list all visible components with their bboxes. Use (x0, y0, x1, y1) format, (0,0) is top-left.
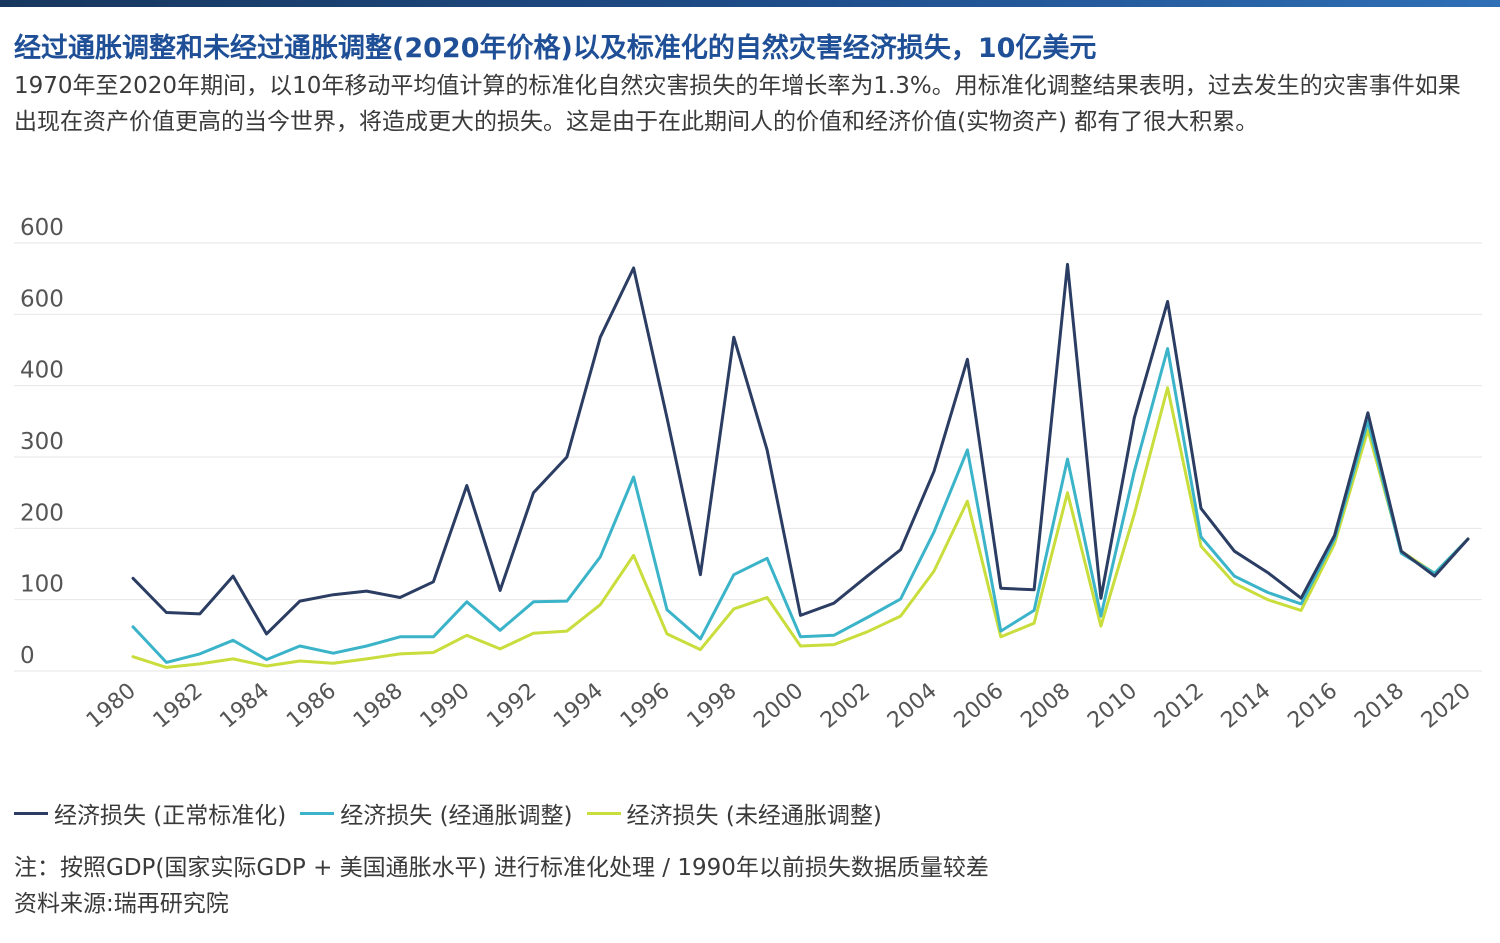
footnote: 注：按照GDP(国家实际GDP + 美国通胀水平) 进行标准化处理 / 1990… (14, 855, 989, 881)
x-tick-label: 2006 (950, 678, 1009, 733)
series-line-unadjusted (131, 386, 1470, 669)
legend-label-unadjusted: 经济损失 (未经通胀调整) (626, 803, 882, 829)
x-tick-label: 2002 (816, 678, 875, 733)
y-tick-label: 100 (20, 572, 64, 598)
chart-subtitle: 1970年至2020年期间，以10年移动平均值计算的标准化自然灾害损失的年增长率… (14, 73, 1461, 135)
y-tick-label: 300 (20, 429, 64, 455)
x-tick-label: 2016 (1283, 678, 1342, 733)
x-tick-label: 2014 (1217, 678, 1276, 733)
x-tick-label: 2012 (1150, 678, 1209, 733)
gridlines (14, 242, 1482, 672)
legend-swatch-inflation-adjusted (300, 811, 335, 815)
x-axis-ticks: 1980 1982 1984 1986 1988 1990 1992 1994 1996 1998… (82, 678, 1476, 733)
x-tick-label: 1990 (416, 678, 475, 733)
y-tick-label: 400 (20, 358, 64, 384)
x-tick-label: 2020 (1417, 678, 1476, 733)
y-tick-label: 600 (20, 215, 64, 241)
chart-title: 经过通胀调整和未经过通胀调整(2020年价格)以及标准化的自然灾害经济损失，10… (14, 33, 1097, 64)
line-chart: 0 100 200 300 400 600 600 1980 1982 1984 1986 1988… (14, 215, 1482, 734)
x-tick-label: 2010 (1083, 678, 1142, 733)
x-tick-label: 2000 (749, 678, 808, 733)
legend-item-normalized: 经济损失 (正常标准化) (14, 796, 286, 830)
x-tick-label: 2004 (883, 678, 942, 733)
legend-item-inflation-adjusted: 经济损失 (经通胀调整) (300, 796, 573, 830)
x-tick-label: 1992 (482, 678, 541, 733)
x-tick-label: 1986 (282, 678, 341, 733)
x-tick-label: 1984 (215, 678, 274, 733)
legend: 经济损失 (正常标准化) 经济损失 (经通胀调整) 经济损失 (未经通胀调整) (14, 796, 896, 830)
x-tick-label: 1998 (683, 678, 742, 733)
x-tick-label: 1980 (82, 678, 141, 733)
source-note: 资料来源:瑞再研究院 (14, 891, 229, 917)
y-tick-label: 200 (20, 500, 64, 526)
x-tick-label: 1996 (616, 678, 675, 733)
y-tick-label: 0 (20, 643, 35, 669)
x-tick-label: 2008 (1016, 678, 1075, 733)
series-line-normalized (131, 262, 1470, 636)
x-tick-label: 2018 (1350, 678, 1409, 733)
legend-label-inflation-adjusted: 经济损失 (经通胀调整) (340, 803, 573, 829)
legend-swatch-unadjusted (586, 811, 621, 815)
x-tick-label: 1988 (349, 678, 408, 733)
x-tick-label: 1994 (549, 678, 608, 733)
series-line-inflation-adjusted (131, 347, 1470, 664)
legend-item-unadjusted: 经济损失 (未经通胀调整) (586, 796, 882, 830)
top-accent-bar (0, 0, 1500, 7)
series-lines (131, 262, 1470, 669)
y-axis-ticks: 0 100 200 300 400 600 600 (20, 215, 64, 669)
x-tick-label: 1982 (149, 678, 208, 733)
legend-swatch-normalized (14, 811, 48, 815)
y-tick-label: 600 (20, 286, 64, 312)
legend-label-normalized: 经济损失 (正常标准化) (54, 803, 287, 829)
